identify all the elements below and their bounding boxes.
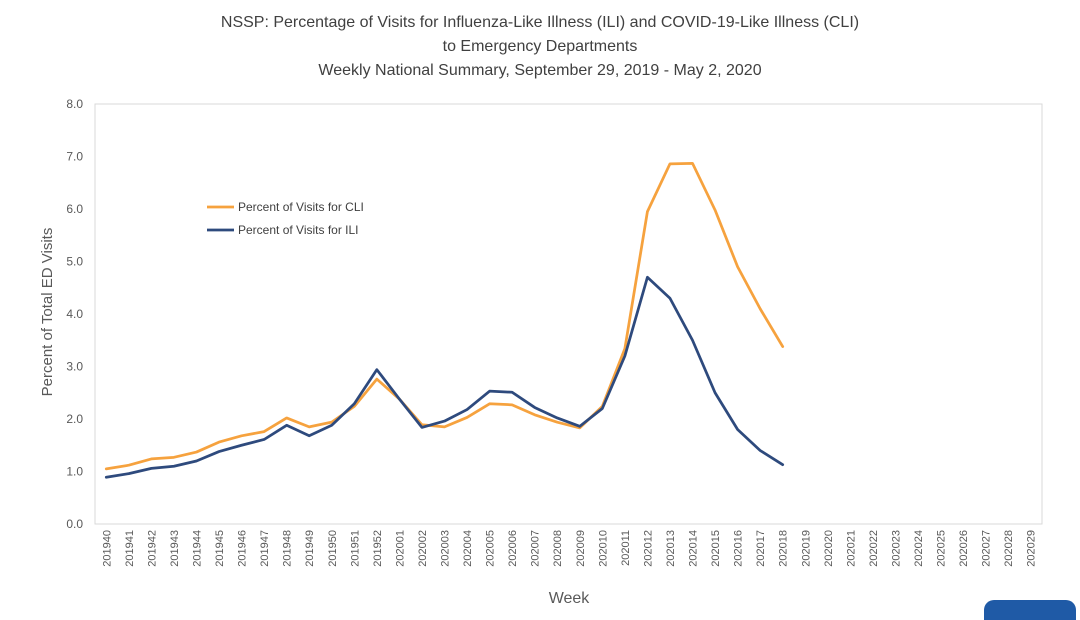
x-tick-label: 201949 (304, 530, 316, 567)
y-tick-label: 0.0 (66, 517, 83, 531)
legend-label: Percent of Visits for ILI (238, 223, 359, 237)
x-tick-label: 201942 (146, 530, 158, 567)
x-tick-label: 202007 (530, 530, 542, 567)
x-tick-label: 202016 (733, 530, 745, 567)
chart-subtitle: Weekly National Summary, September 29, 2… (318, 62, 762, 79)
x-tick-label: 201945 (214, 530, 226, 567)
chart-title-line-1: NSSP: Percentage of Visits for Influenza… (220, 14, 860, 31)
x-tick-label: 202018 (778, 530, 790, 567)
x-tick-label: 202003 (439, 530, 451, 567)
x-axis-label: Week (549, 590, 591, 607)
x-tick-labels: 201940 201941 201942 201943 201944 201945 2019… (101, 530, 1037, 567)
x-tick-label: 202027 (981, 530, 993, 567)
logo-badge (984, 600, 1076, 620)
x-tick-label: 202009 (575, 530, 587, 567)
y-tick-label: 6.0 (66, 202, 83, 216)
x-tick-label: 202025 (936, 530, 948, 567)
x-tick-label: 202008 (552, 530, 564, 567)
series-line-ili (104, 275, 785, 479)
x-tick-label: 202023 (890, 530, 902, 567)
x-tick-label: 202005 (485, 530, 497, 567)
x-tick-label: 202019 (800, 530, 812, 567)
x-tick-label: 201952 (372, 530, 384, 567)
x-tick-label: 202011 (620, 530, 632, 566)
x-tick-label: 202002 (417, 530, 429, 567)
x-tick-label: 201940 (101, 530, 113, 567)
y-tick-label: 2.0 (66, 412, 83, 426)
x-tick-label: 202024 (913, 530, 925, 567)
y-tick-labels: 0.0 1.0 2.0 3.0 4.0 5.0 6.0 7.0 8.0 (66, 97, 83, 531)
x-tick-label: 201947 (259, 530, 271, 567)
x-tick-label: 201948 (282, 530, 294, 567)
legend-label: Percent of Visits for CLI (238, 200, 364, 214)
y-tick-label: 7.0 (66, 150, 83, 164)
series-lines (104, 161, 785, 479)
y-tick-label: 8.0 (66, 97, 83, 111)
chart-title-line-2: to Emergency Departments (442, 38, 638, 55)
x-tick-label: 201946 (237, 530, 249, 567)
x-tick-label: 202021 (845, 530, 857, 567)
x-tick-label: 202029 (1026, 530, 1038, 567)
x-tick-label: 202006 (507, 530, 519, 567)
y-tick-label: 1.0 (66, 465, 83, 479)
x-tick-label: 201951 (349, 530, 361, 567)
axes (94, 103, 1043, 525)
x-tick-label: 202012 (642, 530, 654, 567)
y-tick-label: 3.0 (66, 360, 83, 374)
x-tick-label: 201941 (124, 530, 136, 567)
x-tick-label: 202014 (688, 530, 700, 567)
x-tick-label: 202028 (1003, 530, 1015, 567)
x-tick-label: 201943 (169, 530, 181, 567)
x-tick-label: 202015 (710, 530, 722, 567)
x-tick-label: 202013 (665, 530, 677, 567)
x-tick-label: 202022 (868, 530, 880, 567)
x-tick-label: 201944 (191, 530, 203, 567)
x-tick-label: 202010 (597, 530, 609, 567)
plot-border (94, 103, 1043, 525)
series-line-cli (104, 161, 785, 471)
x-tick-label: 202017 (755, 530, 767, 567)
x-tick-label: 202026 (958, 530, 970, 567)
x-tick-label: 202020 (823, 530, 835, 567)
x-tick-label: 202004 (462, 530, 474, 567)
x-tick-label: 202001 (394, 530, 406, 567)
y-tick-label: 4.0 (66, 307, 83, 321)
legend: Percent of Visits for CLI Percent of Visi… (207, 200, 364, 237)
y-tick-label: 5.0 (66, 255, 83, 269)
x-tick-label: 201950 (327, 530, 339, 567)
y-axis-label: Percent of Total ED Visits (39, 228, 56, 397)
